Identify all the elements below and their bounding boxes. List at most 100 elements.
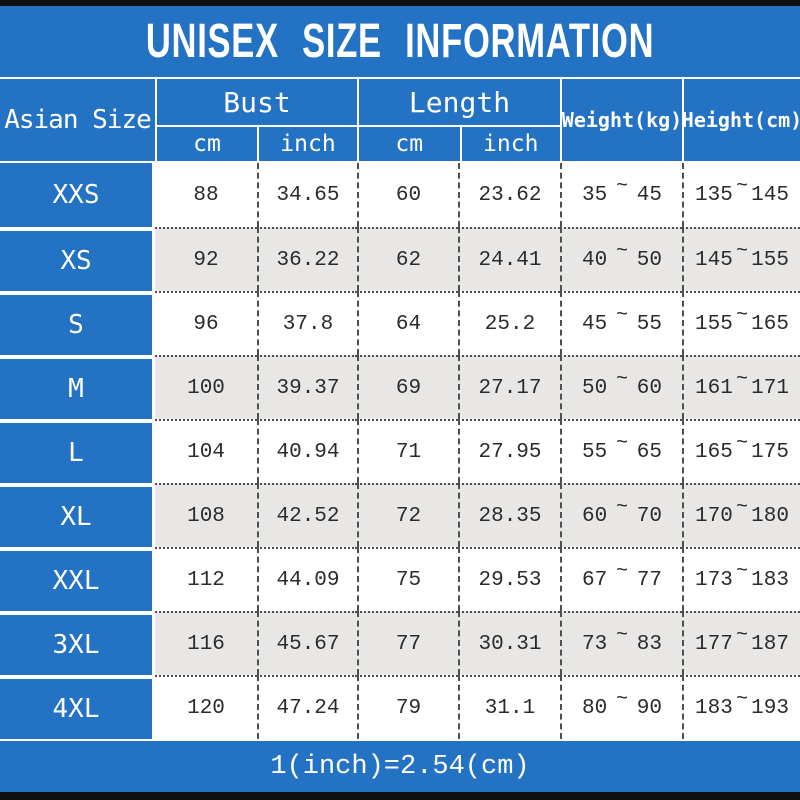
title-band: UNISEX SIZE INFORMATION [0,6,800,79]
table-row-m: M 100 39.37 69 27.17 50 ~ 60 161 ~ 171 [0,355,800,419]
table-row-xxs: XXS 88 34.65 60 23.62 35 ~ 45 135 ~ 145 [0,163,800,227]
header-bust-label: Bust [223,85,291,119]
bust-inch-value: 47.24 [257,675,357,739]
table-header: Asian Size Bust cm inch Length cm inch W… [0,79,800,163]
size-label: L [0,419,155,483]
weight-min: 80 [582,696,608,720]
length-cm-value: 69 [357,355,458,419]
conversion-note: 1(inch)=2.54(cm) [270,751,530,782]
height-min: 183 [695,696,733,720]
height-range: 145 ~ 155 [682,227,800,291]
height-max: 175 [751,440,789,464]
size-label: XXS [0,163,155,227]
height-max: 155 [751,248,789,272]
length-cm-value: 71 [357,419,458,483]
tilde-icon: ~ [615,431,628,455]
bust-inch-value: 40.94 [257,419,357,483]
weight-range: 35 ~ 45 [560,163,682,227]
height-min: 165 [695,440,733,464]
tilde-icon: ~ [615,559,628,583]
header-bust-cm: cm [193,131,221,157]
length-cm-value: 77 [357,611,458,675]
tilde-icon: ~ [735,174,748,198]
header-length-label: Length [408,85,511,119]
header-weight: Weight(kg) [560,79,682,161]
weight-range: 67 ~ 77 [560,547,682,611]
height-max: 171 [751,376,789,400]
bust-cm-value: 100 [155,355,257,419]
bust-cm-value: 88 [155,163,257,227]
table-row-xxl: XXL 112 44.09 75 29.53 67 ~ 77 173 ~ 183 [0,547,800,611]
header-asian-size: Asian Size [4,105,152,135]
tilde-icon: ~ [615,687,628,711]
bust-inch-value: 37.8 [257,291,357,355]
weight-range: 40 ~ 50 [560,227,682,291]
tilde-icon: ~ [735,431,748,455]
weight-range: 73 ~ 83 [560,611,682,675]
tilde-icon: ~ [615,174,628,198]
header-length-inch: inch [459,127,561,161]
height-range: 155 ~ 165 [682,291,800,355]
size-label: XXL [0,547,155,611]
bust-inch-value: 36.22 [257,227,357,291]
length-inch-value: 30.31 [458,611,560,675]
table-row-s: S 96 37.8 64 25.2 45 ~ 55 155 ~ 165 [0,291,800,355]
bust-cm-value: 116 [155,611,257,675]
bottom-black-bar [0,792,800,800]
height-range: 161 ~ 171 [682,355,800,419]
height-range: 170 ~ 180 [682,483,800,547]
weight-max: 70 [636,504,662,528]
weight-range: 55 ~ 65 [560,419,682,483]
height-range: 165 ~ 175 [682,419,800,483]
bust-cm-value: 92 [155,227,257,291]
top-black-bar [0,0,800,6]
tilde-icon: ~ [735,239,748,263]
tilde-icon: ~ [735,303,748,327]
length-cm-value: 62 [357,227,458,291]
height-min: 173 [695,568,733,592]
weight-max: 90 [636,696,662,720]
weight-range: 50 ~ 60 [560,355,682,419]
height-min: 135 [695,183,733,207]
tilde-icon: ~ [735,623,748,647]
tilde-icon: ~ [735,687,748,711]
bust-inch-value: 45.67 [257,611,357,675]
height-max: 165 [751,312,789,336]
weight-min: 50 [582,376,608,400]
bust-inch-value: 42.52 [257,483,357,547]
footer-band: 1(inch)=2.54(cm) [0,739,800,792]
bust-cm-value: 96 [155,291,257,355]
bust-cm-value: 120 [155,675,257,739]
height-min: 170 [695,504,733,528]
weight-min: 60 [582,504,608,528]
length-cm-value: 64 [357,291,458,355]
height-max: 183 [751,568,789,592]
tilde-icon: ~ [615,239,628,263]
height-min: 145 [695,248,733,272]
table-row-l: L 104 40.94 71 27.95 55 ~ 65 165 ~ 175 [0,419,800,483]
length-inch-value: 27.17 [458,355,560,419]
header-bust-subs: cm inch [157,125,357,161]
bust-inch-value: 39.37 [257,355,357,419]
height-max: 187 [751,632,789,656]
weight-min: 55 [582,440,608,464]
tilde-icon: ~ [615,303,628,327]
weight-min: 35 [582,183,608,207]
tilde-icon: ~ [615,623,628,647]
header-group-bust: Bust cm inch [155,79,357,161]
weight-max: 83 [636,632,662,656]
size-label: XL [0,483,155,547]
weight-max: 50 [636,248,662,272]
header-height: Height(cm) [682,79,800,161]
length-cm-value: 79 [357,675,458,739]
length-inch-value: 29.53 [458,547,560,611]
length-inch-value: 24.41 [458,227,560,291]
bust-cm-value: 112 [155,547,257,611]
weight-max: 45 [636,183,662,207]
height-range: 173 ~ 183 [682,547,800,611]
weight-range: 60 ~ 70 [560,483,682,547]
length-inch-value: 28.35 [458,483,560,547]
header-length-cm: cm [395,131,424,157]
weight-range: 80 ~ 90 [560,675,682,739]
